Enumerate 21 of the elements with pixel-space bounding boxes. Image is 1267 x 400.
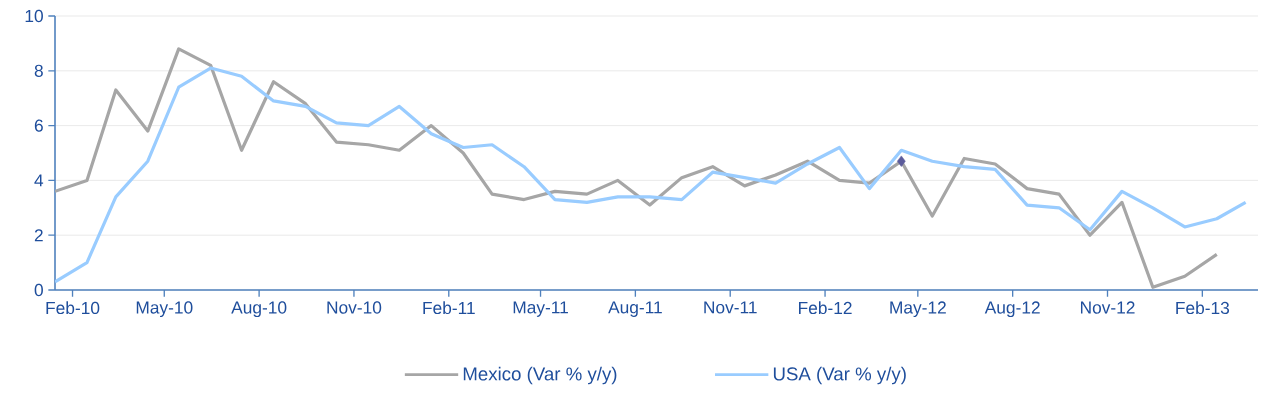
legend-label: USA (Var % y/y) (773, 366, 906, 385)
x-tick-label: Feb-11 (423, 301, 475, 315)
y-tick-label: 2 (34, 229, 43, 242)
x-tick-label: May-10 (136, 301, 193, 318)
x-tick-label: May-12 (890, 301, 946, 318)
x-tick-label: Aug-12 (984, 301, 1040, 318)
y-tick-label: 4 (34, 174, 44, 187)
legend-label: Mexico (Var % y/y) (463, 366, 617, 385)
x-tick-label: Nov-11 (704, 301, 757, 314)
x-tick-label: Feb-10 (46, 301, 100, 315)
x-tick-label: Nov-12 (1080, 301, 1135, 314)
x-tick-label: May-11 (513, 301, 568, 317)
y-tick-label: 6 (34, 119, 43, 132)
x-tick-label: Nov-10 (327, 301, 382, 314)
y-tick-label: 0 (34, 283, 43, 297)
x-tick-label: Aug-10 (231, 301, 287, 318)
y-tick-label: 10 (25, 9, 43, 23)
x-tick-label: Aug-11 (608, 301, 662, 317)
y-tick-label: 8 (34, 64, 43, 77)
x-tick-label: Feb-12 (799, 301, 852, 315)
x-tick-label: Feb-13 (1176, 301, 1230, 315)
